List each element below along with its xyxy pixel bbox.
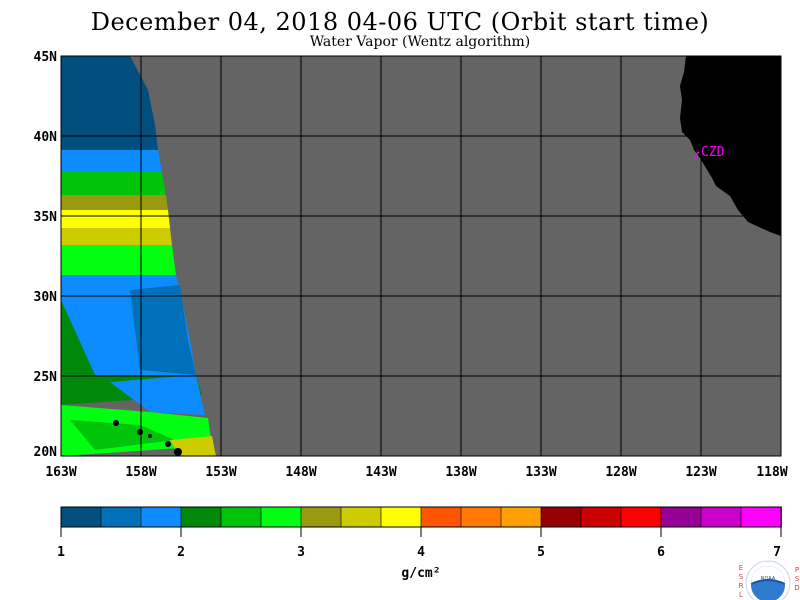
colorbar-tick-label: 6 <box>657 545 665 560</box>
logo-sea <box>751 581 785 600</box>
logo-bird <box>751 566 785 583</box>
colorbar-tick-label: 5 <box>537 545 545 560</box>
colorbar-cell <box>180 506 222 528</box>
swath-blue-3 <box>110 375 205 415</box>
swath-green <box>61 172 166 195</box>
colorbar-tick-labels: 1 2 3 4 5 6 7 <box>57 545 781 560</box>
colorbar-tick-label: 3 <box>297 545 305 560</box>
colorbar-cell <box>620 506 662 528</box>
colorbar-tick-label: 2 <box>177 545 185 560</box>
lon-label: 163W <box>45 465 76 480</box>
colorbar-cell <box>300 506 342 528</box>
colorbar-cell <box>100 506 142 528</box>
swath-dark-blue <box>61 56 158 150</box>
colorbar-cell <box>380 506 422 528</box>
colorbar-unit: g/cm² <box>401 566 440 581</box>
swath-olive <box>61 195 168 210</box>
longitude-labels: 163W 158W 153W 148W 143W 138W 133W 128W … <box>45 465 787 480</box>
colorbar-cell <box>460 506 502 528</box>
colorbar-cell <box>220 506 262 528</box>
station-marker-symbol <box>694 151 700 161</box>
lon-label: 143W <box>365 465 396 480</box>
lon-label: 128W <box>605 465 636 480</box>
noaa-logo: NOAA <box>745 560 791 600</box>
logo-center-text: NOAA <box>761 576 776 582</box>
lon-label: 158W <box>125 465 156 480</box>
colorbar-cell <box>60 506 102 528</box>
station-marker: CZD <box>694 145 725 161</box>
swath-yellow <box>61 210 170 228</box>
colorbar-cell <box>700 506 742 528</box>
colorbar-cell <box>260 506 302 528</box>
map-grid <box>61 56 781 456</box>
swath-bright-green <box>61 245 176 275</box>
lat-label: 25N <box>34 370 58 385</box>
lon-label: 118W <box>756 465 787 480</box>
lon-label: 148W <box>285 465 316 480</box>
lat-label: 40N <box>34 130 58 145</box>
chart-title: December 04, 2018 04-06 UTC (Orbit start… <box>90 8 710 36</box>
colorbar-cell <box>580 506 622 528</box>
water-vapor-swath <box>61 56 216 456</box>
swath-olive-2 <box>61 228 172 245</box>
swath-dark-green <box>61 300 95 375</box>
lat-label: 20N <box>34 445 58 460</box>
swath-mid-blue <box>130 285 196 375</box>
lon-label: 123W <box>685 465 716 480</box>
north-america-land <box>680 56 781 236</box>
colorbar-ticks <box>60 527 782 537</box>
colorbar-cell <box>740 506 782 528</box>
colorbar-tick-label: 7 <box>773 545 781 560</box>
chart-subtitle: Water Vapor (Wentz algorithm) <box>309 34 531 50</box>
colorbar: 1 2 3 4 5 6 7 g/cm² <box>57 506 782 581</box>
colorbar-cell <box>500 506 542 528</box>
colorbar-cells <box>60 506 782 528</box>
station-label: CZD <box>701 145 725 160</box>
colorbar-tick-label: 4 <box>417 545 425 560</box>
colorbar-cell <box>420 506 462 528</box>
colorbar-tick-label: 1 <box>57 545 65 560</box>
colorbar-cell <box>140 506 182 528</box>
lat-label: 30N <box>34 290 58 305</box>
swath-blue <box>61 150 162 172</box>
colorbar-cell <box>540 506 582 528</box>
colorbar-cell <box>660 506 702 528</box>
lat-label: 45N <box>34 50 58 65</box>
map-panel: CZD <box>60 55 782 457</box>
lon-label: 133W <box>525 465 556 480</box>
colorbar-cell <box>340 506 382 528</box>
lon-label: 153W <box>205 465 236 480</box>
latitude-labels: 45N 40N 35N 30N 25N 20N <box>34 50 58 460</box>
lon-label: 138W <box>445 465 476 480</box>
lat-label: 35N <box>34 210 58 225</box>
swath-green-3 <box>70 420 175 450</box>
map-border <box>60 55 782 457</box>
